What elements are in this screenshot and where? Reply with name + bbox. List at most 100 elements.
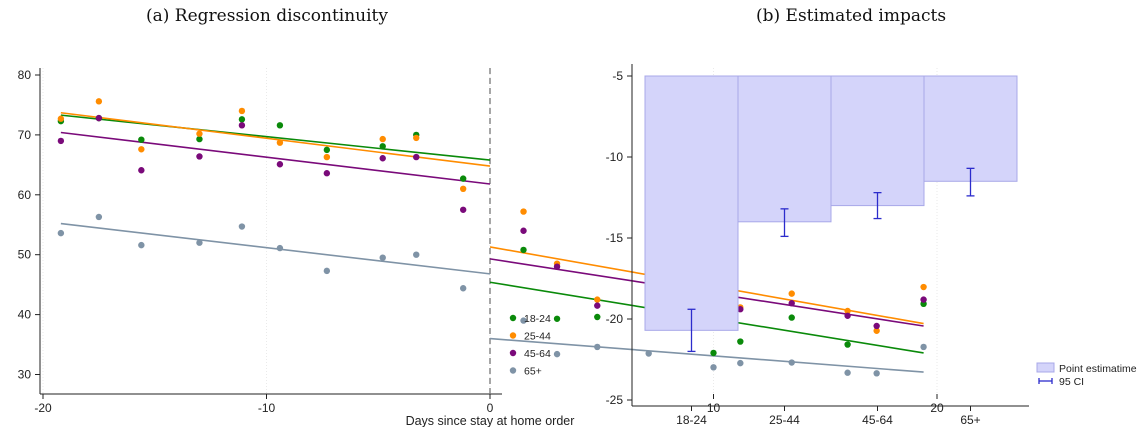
data-point-45-64	[737, 306, 744, 313]
data-point-18-24	[138, 136, 145, 143]
data-point-18-24	[276, 122, 284, 129]
fit-line-pre-45-64	[60, 131, 491, 185]
data-point-65+	[238, 223, 246, 230]
fit-line-pre-65+	[60, 222, 491, 275]
fit-line-pre-18-24	[60, 114, 491, 161]
y-tick-label: -20	[606, 312, 624, 326]
data-point-65+	[844, 369, 851, 376]
legend-marker-45-64	[509, 349, 517, 357]
data-point-45-64	[873, 322, 880, 330]
data-point-65+	[413, 251, 420, 258]
y-tick-label: -5	[612, 69, 623, 83]
data-point-25-44	[196, 130, 203, 137]
legend-label: Point estimatime	[1059, 363, 1137, 375]
data-point-18-24	[553, 315, 561, 322]
data-point-45-64	[413, 153, 420, 161]
x-tick-label: 25-44	[769, 413, 800, 427]
data-point-25-44	[238, 107, 246, 115]
data-point-45-64	[196, 153, 203, 160]
x-tick-label: 18-24	[676, 413, 707, 427]
data-point-65+	[459, 285, 467, 292]
data-point-65+	[138, 241, 145, 249]
data-point-45-64	[553, 263, 561, 270]
data-point-45-64	[276, 161, 284, 168]
data-point-45-64	[238, 122, 246, 129]
data-point-25-44	[276, 139, 284, 146]
data-point-25-44	[844, 307, 851, 315]
data-point-65+	[379, 254, 386, 261]
data-point-65+	[737, 359, 744, 367]
data-point-45-64	[323, 170, 331, 177]
data-point-65+	[95, 213, 103, 221]
data-point-25-44	[379, 135, 386, 143]
data-point-25-44	[95, 98, 103, 105]
data-point-18-24	[196, 135, 203, 143]
data-point-65+	[873, 370, 880, 377]
data-point-45-64	[594, 302, 601, 309]
data-point-65+	[645, 350, 652, 357]
y-tick-label: 60	[18, 188, 32, 202]
bar-65+	[923, 75, 1018, 182]
data-point-65+	[57, 229, 65, 237]
legend-swatch-point-estimate	[1036, 362, 1055, 373]
x-tick-label: 0	[487, 401, 494, 415]
estimated-impacts-chart: -5 -10 -15 -20 -25 18-24 25-44 45-64 65+ Point es…	[606, 64, 1137, 427]
panel-a-title: (a) Regression discontinuity	[146, 6, 388, 26]
y-tick-label: -10	[606, 150, 624, 164]
data-point-25-44	[594, 296, 601, 303]
legend-marker-18-24	[509, 314, 517, 322]
legend-label: 18-24	[524, 313, 551, 325]
data-point-18-24	[520, 246, 527, 254]
y-tick-label: 30	[18, 368, 32, 382]
y-tick-label: 50	[18, 248, 32, 262]
y-tick-label: 40	[18, 308, 32, 322]
y-tick-label: -25	[606, 393, 624, 407]
data-point-25-44	[57, 115, 65, 122]
data-point-45-64	[459, 206, 467, 213]
data-point-45-64	[844, 312, 851, 319]
data-point-25-44	[520, 208, 527, 215]
y-tick-label: 80	[18, 68, 32, 82]
x-tick-label: 10	[707, 401, 721, 415]
bar-45-64	[830, 75, 925, 207]
data-point-65+	[788, 359, 795, 366]
data-point-45-64	[57, 137, 65, 145]
data-point-25-44	[788, 290, 795, 297]
data-point-45-64	[520, 227, 527, 234]
data-point-18-24	[323, 146, 331, 154]
data-point-65+	[594, 343, 601, 351]
bar-25-44	[737, 75, 832, 223]
data-point-45-64	[138, 167, 145, 174]
data-point-25-44	[873, 327, 880, 334]
fit-line-post-65+	[489, 337, 924, 373]
data-point-25-44	[920, 283, 927, 291]
x-axis-title: Days since stay at home order	[406, 414, 575, 427]
data-point-65+	[920, 343, 927, 351]
legend-label: 45-64	[524, 348, 551, 360]
data-point-45-64	[379, 155, 386, 162]
legend-label: 65+	[524, 366, 542, 378]
data-point-18-24	[459, 175, 467, 182]
x-tick-label: 45-64	[862, 413, 893, 427]
data-point-18-24	[844, 341, 851, 348]
data-point-65+	[196, 239, 203, 246]
y-tick-label: 70	[18, 128, 32, 142]
data-point-25-44	[323, 153, 331, 161]
x-tick-label: 65+	[960, 413, 980, 427]
data-point-65+	[710, 364, 717, 371]
data-point-65+	[520, 317, 527, 324]
data-point-65+	[276, 244, 284, 252]
data-point-18-24	[594, 313, 601, 321]
legend-label: 95 CI	[1059, 376, 1084, 388]
data-point-25-44	[138, 146, 145, 153]
data-point-45-64	[95, 114, 103, 122]
y-tick-label: -15	[606, 231, 624, 245]
data-point-25-44	[459, 185, 467, 193]
data-point-45-64	[788, 300, 795, 307]
data-point-18-24	[737, 338, 744, 345]
data-point-18-24	[238, 116, 246, 123]
data-point-45-64	[920, 296, 927, 303]
legend-label: 25-44	[524, 331, 551, 343]
data-point-65+	[323, 267, 331, 275]
data-point-18-24	[379, 143, 386, 150]
